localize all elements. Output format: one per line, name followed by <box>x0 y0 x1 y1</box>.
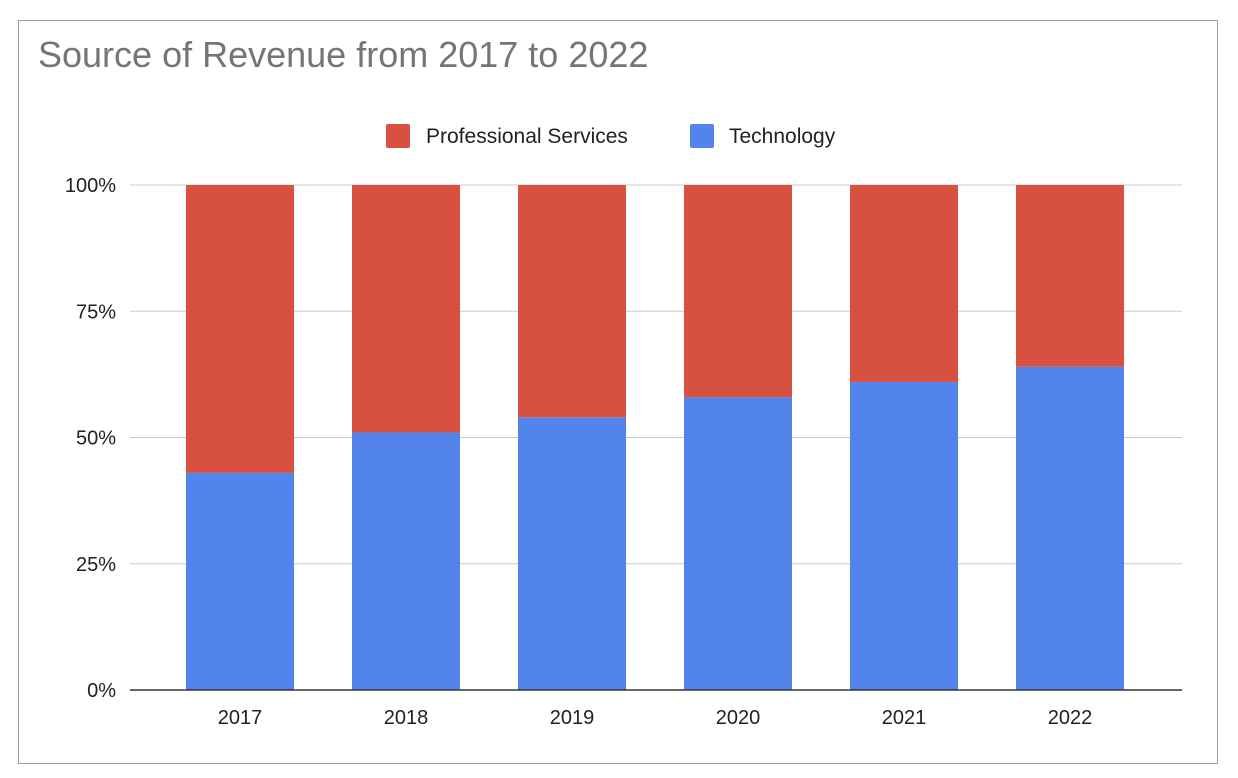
y-tick-label: 75% <box>76 301 116 323</box>
x-tick-label: 2022 <box>1048 707 1093 729</box>
y-tick-label: 100% <box>65 175 116 197</box>
x-axis: 2017 2018 2019 2020 2021 2022 <box>130 689 1182 729</box>
bar-professional-services-2021 <box>850 185 958 382</box>
bar-professional-services-2018 <box>352 185 460 433</box>
bar-technology-2018 <box>352 432 460 690</box>
bar-professional-services-2019 <box>518 185 626 418</box>
x-tick-label: 2021 <box>882 707 927 729</box>
bar-technology-2017 <box>186 472 294 690</box>
legend-swatch-technology <box>690 124 714 148</box>
chart-title: Source of Revenue from 2017 to 2022 <box>38 34 649 75</box>
y-tick-label: 50% <box>76 428 116 450</box>
y-tick-label: 0% <box>87 680 116 702</box>
bar-professional-services-2020 <box>684 185 792 398</box>
y-tick-label: 25% <box>76 554 116 576</box>
bar-technology-2021 <box>850 381 958 690</box>
bar-technology-2020 <box>684 397 792 690</box>
x-tick-label: 2018 <box>384 707 429 729</box>
legend-label-technology: Technology <box>729 125 836 148</box>
gridlines <box>130 184 1182 565</box>
bar-technology-2022 <box>1016 366 1124 690</box>
x-tick-label: 2020 <box>716 707 761 729</box>
x-tick-label: 2019 <box>550 707 595 729</box>
legend: Professional Services Technology <box>386 124 836 148</box>
x-tick-label: 2017 <box>218 707 263 729</box>
bar-professional-services-2022 <box>1016 185 1124 367</box>
legend-swatch-professional-services <box>386 124 410 148</box>
bar-technology-2019 <box>518 417 626 690</box>
bars <box>186 185 1124 690</box>
bar-professional-services-2017 <box>186 185 294 473</box>
y-axis: 0% 25% 50% 75% 100% <box>65 175 116 702</box>
legend-label-professional-services: Professional Services <box>426 125 628 148</box>
